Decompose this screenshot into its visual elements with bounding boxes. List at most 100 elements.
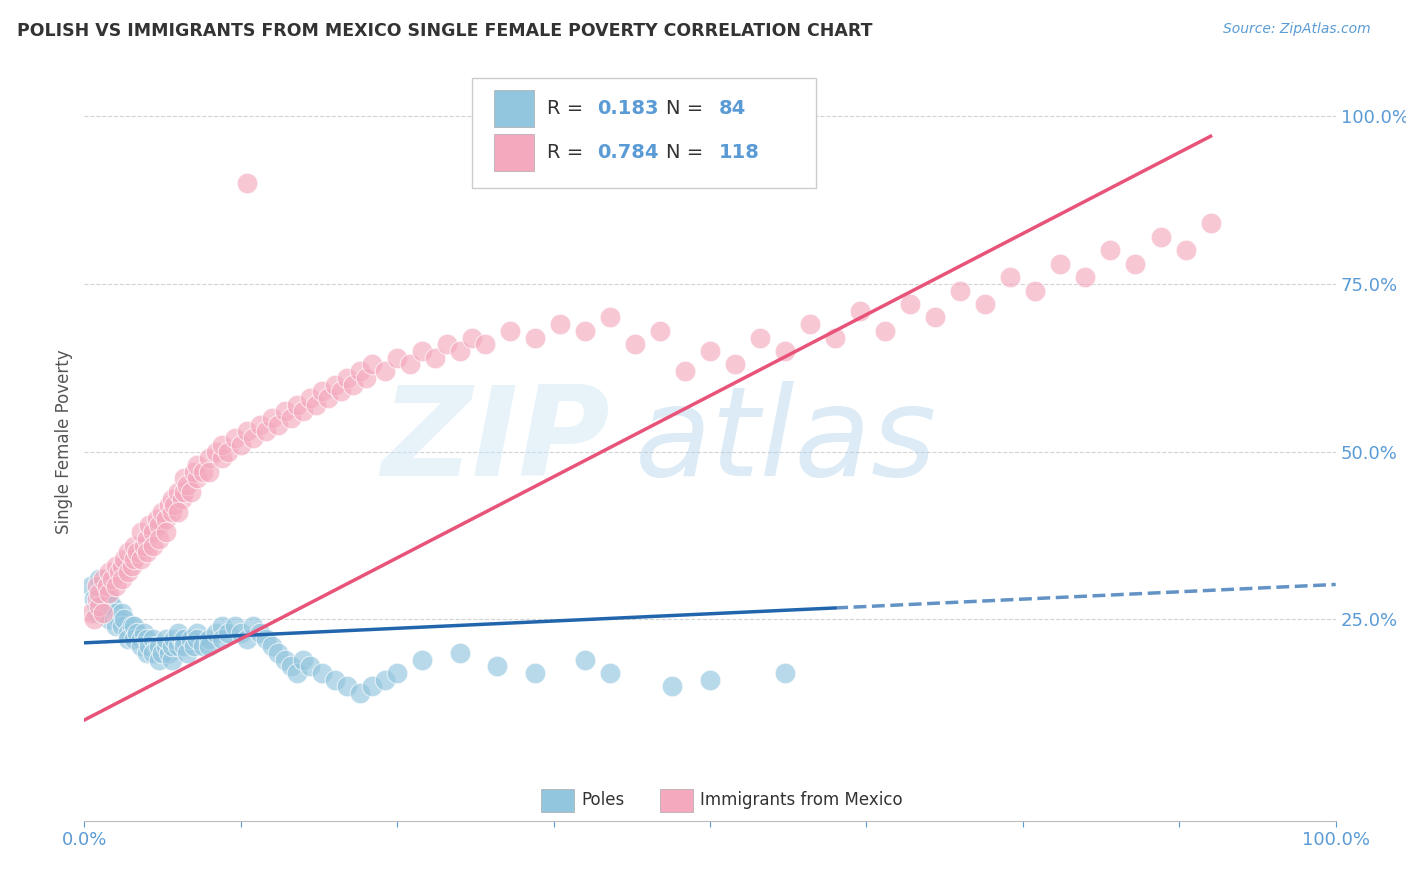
Point [486, 659, 509, 673]
Point [124, 552, 146, 566]
Point [423, 351, 446, 365]
Point [318, 391, 340, 405]
Point [336, 371, 359, 385]
Point [385, 666, 409, 681]
Point [117, 545, 139, 559]
Point [142, 632, 165, 647]
Point [167, 505, 190, 519]
Point [385, 351, 409, 365]
Point [236, 632, 259, 647]
Point [121, 558, 143, 573]
Y-axis label: Single Female Poverty: Single Female Poverty [55, 350, 73, 533]
Point [461, 330, 484, 344]
Point [155, 639, 177, 653]
Point [148, 652, 170, 666]
Point [217, 625, 239, 640]
Point [163, 632, 186, 647]
Point [83, 592, 105, 607]
Point [111, 619, 134, 633]
Point [111, 572, 134, 586]
Point [724, 357, 747, 371]
Point [125, 545, 148, 559]
Point [198, 451, 221, 466]
Point [142, 646, 165, 660]
Point [648, 324, 671, 338]
Point [329, 384, 352, 399]
Point [186, 458, 208, 472]
Text: atlas: atlas [636, 381, 936, 502]
Point [599, 666, 621, 681]
Point [89, 592, 111, 607]
Point [160, 491, 183, 506]
Point [193, 639, 215, 653]
Point [160, 505, 183, 519]
Point [170, 632, 193, 647]
FancyBboxPatch shape [472, 78, 817, 187]
Point [98, 592, 121, 607]
Point [104, 619, 127, 633]
Point [242, 619, 264, 633]
Point [273, 404, 295, 418]
Point [436, 337, 458, 351]
Point [285, 666, 308, 681]
Point [280, 411, 302, 425]
Point [285, 398, 308, 412]
Point [138, 518, 160, 533]
Point [1024, 284, 1046, 298]
Point [298, 659, 321, 673]
Point [924, 310, 946, 325]
Point [311, 384, 333, 399]
Point [142, 525, 165, 540]
Point [176, 478, 198, 492]
Point [1099, 244, 1122, 258]
Point [136, 632, 159, 647]
Point [167, 484, 190, 499]
Point [117, 625, 139, 640]
Point [336, 680, 359, 694]
Point [86, 606, 108, 620]
Point [124, 632, 146, 647]
Point [186, 632, 208, 647]
Point [170, 491, 193, 506]
Point [173, 471, 195, 485]
Point [699, 343, 721, 358]
Point [129, 552, 152, 566]
Point [83, 612, 105, 626]
Point [599, 310, 621, 325]
Point [374, 673, 396, 687]
Point [1125, 257, 1147, 271]
Point [699, 143, 721, 157]
Text: R =: R = [547, 143, 591, 162]
Text: Poles: Poles [581, 791, 624, 809]
Point [262, 411, 284, 425]
Point [101, 572, 124, 586]
Point [254, 425, 277, 439]
Point [273, 652, 295, 666]
Point [699, 673, 721, 687]
Point [121, 619, 143, 633]
Point [298, 391, 321, 405]
Text: 0.183: 0.183 [598, 99, 659, 119]
Point [204, 625, 226, 640]
Point [148, 639, 170, 653]
Point [974, 297, 997, 311]
Point [217, 444, 239, 458]
Point [104, 606, 127, 620]
Point [101, 599, 124, 613]
Point [142, 539, 165, 553]
Point [91, 606, 114, 620]
Point [155, 512, 177, 526]
Point [361, 680, 384, 694]
Point [574, 652, 596, 666]
Point [117, 566, 139, 580]
Point [267, 646, 290, 660]
Point [108, 612, 131, 626]
Point [150, 646, 173, 660]
Point [193, 465, 215, 479]
Point [254, 632, 277, 647]
Point [349, 364, 371, 378]
Point [323, 377, 346, 392]
Point [160, 652, 183, 666]
Point [136, 532, 159, 546]
Point [949, 284, 972, 298]
